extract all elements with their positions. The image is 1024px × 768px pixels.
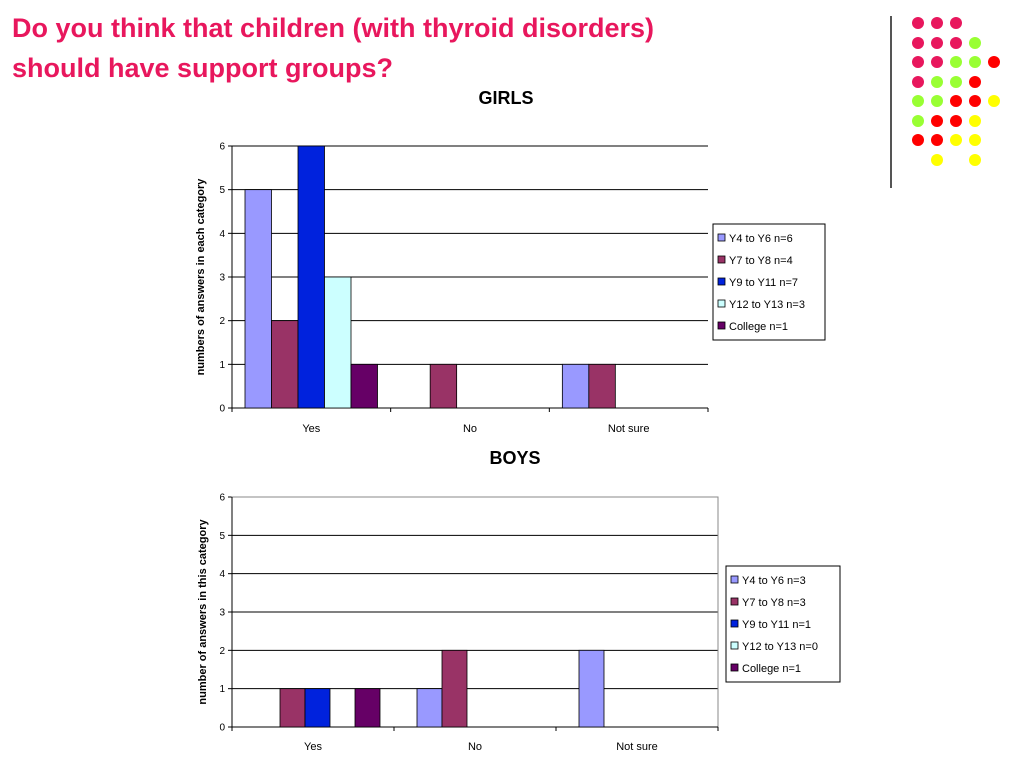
decorative-dot [969, 75, 981, 88]
legend-swatch [717, 299, 726, 308]
legend-label: Y7 to Y8 n=3 [742, 597, 806, 609]
legend-label: Y12 to Y13 n=3 [729, 299, 805, 311]
bar [279, 688, 306, 728]
legend-swatch [717, 255, 726, 264]
decorative-dot [988, 95, 1000, 107]
decorative-dot [931, 134, 943, 146]
bar [416, 688, 443, 728]
bar [297, 145, 325, 409]
y-tick-label: 2 [219, 316, 225, 327]
bar [244, 189, 272, 409]
legend-label: Y9 to Y11 n=1 [742, 619, 811, 631]
girls-chart: GIRLS 0 1 2 3 4 5 6 Yes No Not sure numbers of answ… [195, 88, 826, 435]
decorative-dot [969, 36, 981, 49]
decorative-dot [950, 36, 962, 49]
decorative-dot [950, 56, 962, 68]
legend-label: Y4 to Y6 n=6 [729, 233, 793, 245]
decorative-dot [912, 134, 924, 146]
legend-swatch [730, 619, 739, 628]
decorative-dot [931, 153, 943, 166]
decorative-dot [950, 75, 962, 88]
decorative-dot [969, 153, 981, 166]
legend-swatch [730, 663, 739, 672]
bar [350, 363, 378, 409]
decorative-dot [969, 134, 981, 146]
decorative-dot [931, 17, 943, 29]
y-tick-label: 2 [219, 646, 225, 657]
x-category-label: Yes [304, 741, 322, 753]
legend-label: Y12 to Y13 n=0 [742, 641, 818, 653]
legend-label: College n=1 [742, 663, 801, 675]
slide-title: Do you think that children (with thyroid… [12, 8, 872, 88]
y-tick-label: 5 [219, 185, 225, 196]
legend-swatch [730, 597, 739, 606]
decorative-dot [969, 95, 981, 107]
y-tick-label: 5 [219, 531, 225, 542]
decorative-dot [969, 56, 981, 68]
bar [271, 320, 299, 409]
decorative-dot [950, 17, 962, 29]
decorative-dot [931, 95, 943, 107]
legend-swatch [717, 277, 726, 286]
bar [304, 688, 331, 728]
y-tick-label: 3 [219, 608, 225, 619]
x-category-label: Yes [302, 423, 320, 435]
y-tick-label: 6 [219, 142, 225, 153]
decorative-dot [988, 56, 1000, 68]
chart-title: GIRLS [478, 88, 533, 108]
decorative-dot [931, 56, 943, 68]
legend-box [725, 565, 841, 683]
y-tick-label: 1 [219, 684, 225, 695]
decorative-divider [890, 16, 892, 188]
decorative-dot-grid [900, 10, 1010, 170]
legend-box [712, 223, 826, 341]
y-tick-label: 4 [219, 229, 225, 240]
x-category-label: Not sure [608, 423, 650, 435]
decorative-dot [950, 114, 962, 127]
legend-label: Y7 to Y8 n=4 [729, 255, 793, 267]
y-tick-label: 0 [219, 404, 225, 415]
decorative-dot [931, 36, 943, 49]
decorative-dot [912, 95, 924, 107]
decorative-dot [950, 134, 962, 146]
bar [324, 276, 352, 409]
slide-title-line-2: should have support groups? [12, 53, 394, 83]
y-axis-title: number of answers in this category [197, 519, 209, 705]
chart-title: BOYS [489, 448, 540, 468]
bar [354, 688, 381, 728]
x-category-label: Not sure [616, 741, 658, 753]
legend-swatch [717, 321, 726, 330]
y-tick-label: 0 [219, 723, 225, 734]
decorative-dot [912, 56, 924, 68]
bar [578, 649, 605, 728]
y-tick-label: 3 [219, 273, 225, 284]
bar [588, 363, 616, 409]
bar [561, 363, 590, 409]
legend-swatch [717, 233, 726, 242]
bar [429, 363, 458, 409]
decorative-dot [912, 17, 924, 29]
decorative-dot [912, 114, 924, 127]
legend-label: Y9 to Y11 n=7 [729, 277, 798, 289]
y-tick-label: 4 [219, 569, 225, 580]
y-axis-title: numbers of answers in each category [195, 178, 207, 376]
x-category-label: No [468, 741, 482, 753]
decorative-dot [969, 114, 981, 127]
decorative-dot [912, 75, 924, 88]
decorative-dot [931, 114, 943, 127]
decorative-dot [931, 75, 943, 88]
legend-swatch [730, 575, 739, 584]
y-tick-label: 1 [219, 360, 225, 371]
boys-chart: BOYS 0 1 2 3 4 5 6 Yes No Not sure number of answer… [197, 448, 841, 753]
legend-swatch [730, 641, 739, 650]
decorative-dot [950, 95, 962, 107]
legend-label: Y4 to Y6 n=3 [742, 575, 806, 587]
bar [441, 649, 468, 728]
legend-label: College n=1 [729, 321, 788, 333]
x-category-label: No [463, 423, 477, 435]
y-tick-label: 6 [219, 493, 225, 504]
slide-title-line-1: Do you think that children (with thyroid… [12, 13, 655, 43]
decorative-dot [912, 36, 924, 49]
